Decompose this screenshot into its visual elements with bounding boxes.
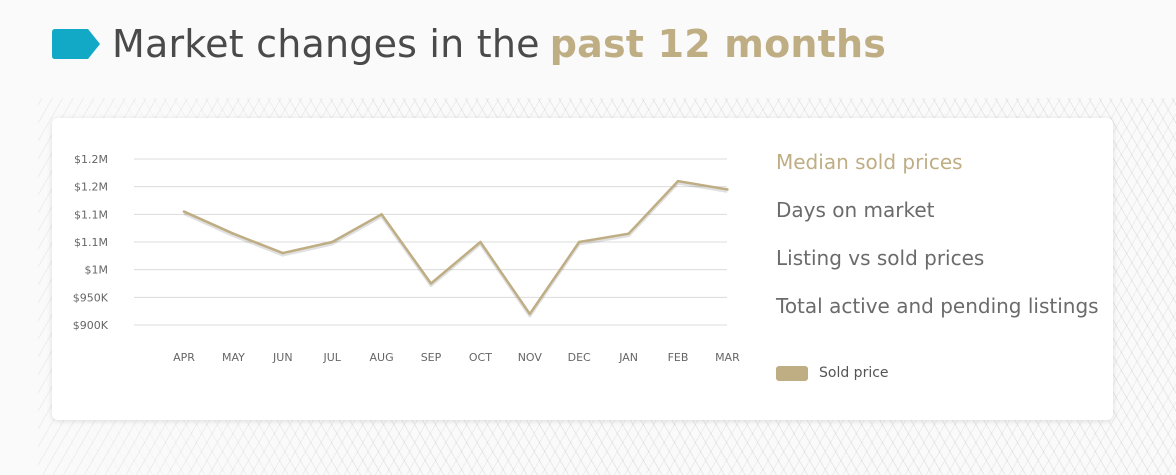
- y-tick-label: $1.1M: [74, 208, 108, 221]
- x-tick-label: MAY: [222, 351, 245, 364]
- data-point: [528, 312, 531, 316]
- x-tick-label: SEP: [421, 351, 442, 364]
- y-tick-label: $1.2M: [74, 153, 108, 166]
- page-title: Market changes in the past 12 months: [112, 22, 886, 66]
- x-tick-label: MAR: [715, 351, 740, 364]
- menu-item-median-sold-prices[interactable]: Median sold prices: [776, 150, 963, 174]
- data-point: [331, 240, 334, 244]
- y-tick-label: $1M: [85, 264, 109, 277]
- menu-item-total-active-pending-listings[interactable]: Total active and pending listings: [776, 294, 1099, 318]
- data-point: [676, 179, 680, 183]
- x-tick-label: AUG: [370, 351, 394, 364]
- tag-icon: [52, 29, 100, 59]
- x-tick-label: NOV: [518, 351, 543, 364]
- legend-label: Sold price: [819, 365, 889, 381]
- data-point: [479, 240, 482, 244]
- series-line-shadow: [183, 181, 728, 318]
- x-tick-label: JUL: [322, 351, 341, 364]
- y-tick-label: $1.2M: [74, 181, 108, 194]
- x-tick-label: JAN: [618, 351, 638, 364]
- data-point: [281, 251, 284, 255]
- legend-swatch: [776, 365, 808, 381]
- data-point: [726, 188, 729, 191]
- chart-legend: Sold price: [776, 365, 889, 381]
- x-tick-label: JUN: [272, 351, 293, 364]
- x-tick-label: FEB: [668, 351, 689, 364]
- data-point: [578, 240, 581, 244]
- chart-card: $900K $950K $1M $1.1M $1.1M $1.2M $1.2M APR MAY J…: [52, 118, 1113, 420]
- data-point: [627, 232, 630, 235]
- data-point: [232, 232, 235, 235]
- metric-menu: Median sold prices Days on market Listin…: [776, 146, 1099, 338]
- page-title-prefix: Market changes in the: [112, 22, 540, 66]
- menu-item-listing-vs-sold-prices[interactable]: Listing vs sold prices: [776, 246, 985, 270]
- data-point: [380, 213, 383, 216]
- series-line-sold-price: [182, 179, 729, 316]
- line-chart: $900K $950K $1M $1.1M $1.1M $1.2M $1.2M APR MAY J…: [73, 153, 740, 364]
- x-tick-label: APR: [173, 351, 195, 364]
- y-tick-label: $950K: [73, 291, 109, 304]
- y-tick-label: $1.1M: [74, 236, 108, 249]
- menu-item-days-on-market[interactable]: Days on market: [776, 198, 935, 222]
- data-point: [182, 210, 186, 213]
- page-header: Market changes in the past 12 months: [52, 18, 886, 70]
- x-tick-label: OCT: [469, 351, 492, 364]
- page-title-accent: past 12 months: [549, 22, 887, 66]
- x-tick-label: DEC: [568, 351, 591, 364]
- data-point: [429, 282, 433, 285]
- y-tick-label: $900K: [73, 319, 109, 332]
